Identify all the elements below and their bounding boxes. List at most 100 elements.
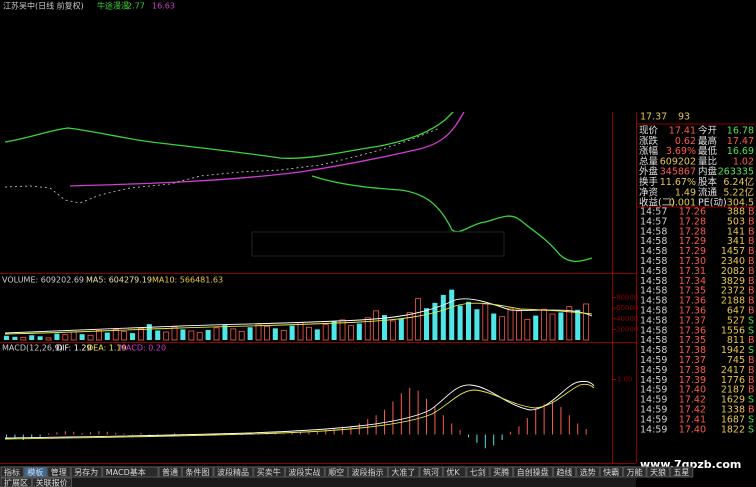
trade-volume: 1687 [721,414,745,425]
tab[interactable] [158,466,182,478]
quote-label: 量比 [698,155,717,167]
tab-label[interactable]: 快霸 [603,467,619,477]
tab-label[interactable]: 自创操盘 [517,467,549,477]
volume-bar [121,331,128,341]
tab-label[interactable]: 优K [446,467,460,477]
tab[interactable] [253,466,285,478]
trade-volume: 1556 [721,325,745,336]
tab-label[interactable]: 七剑 [470,467,486,477]
volume-bar [322,324,329,341]
black-overlay [428,0,756,112]
tab-label[interactable]: 趋线 [556,467,572,477]
quote-value: 304.5 [727,198,754,209]
volume-bar [12,336,18,340]
tab[interactable] [442,466,467,478]
tab-label[interactable]: 管理 [51,467,67,477]
trade-time: 14:57 [640,216,667,227]
tab[interactable] [284,466,325,478]
trade-volume: 527 [727,315,745,326]
tab[interactable] [552,466,577,478]
tab[interactable] [623,466,647,478]
volume-bar [314,329,320,340]
price-lines [4,109,593,263]
tab-label[interactable]: 买卖牛 [257,467,281,477]
quote-value: 3.69% [666,146,696,157]
tab-label[interactable]: 筑河 [423,467,439,477]
tab[interactable] [102,466,159,478]
quote-panel: 17.37 93 现价 17.41 今开 16.78 涨跌 0.62 最高 17.47 涨幅 3.… [639,112,754,209]
trade-time: 14:58 [640,236,667,247]
trade-time: 14:58 [640,276,667,287]
tab[interactable] [0,477,33,487]
tab[interactable] [70,466,103,478]
trade-side: S [748,325,754,336]
tab-label[interactable]: 大准了 [391,467,415,477]
tab-label[interactable]: 波段指示 [352,467,384,477]
volume-bar [583,303,590,341]
trade-volume: 141 [727,226,745,237]
tab-label[interactable]: 天狼 [650,467,666,477]
tab-label[interactable]: 另存为 [74,467,98,477]
volume-bar [389,320,396,341]
y-tick-label: 40000 [616,315,638,323]
indicator-value: 16.63 [152,2,175,11]
tab-label[interactable]: 买腾 [493,467,509,477]
trade-side: B [748,365,755,376]
tab[interactable] [419,466,443,478]
tab[interactable] [23,466,48,478]
quote-label: 内盘 [698,166,718,178]
tab-label[interactable]: 万能 [627,467,643,477]
volume-bar [549,313,556,341]
tab-label[interactable]: 指标 [4,467,20,477]
tab-label[interactable]: 五星 [673,468,689,477]
trade-volume: 1629 [721,395,745,406]
trade-time: 14:58 [640,296,667,307]
trade-volume: 1822 [721,424,745,435]
tab[interactable] [669,466,694,478]
tab[interactable] [646,466,670,478]
volume-bar [289,325,295,340]
trade-side: B [748,335,755,346]
volume-bar [516,310,522,341]
tab[interactable] [599,466,624,478]
trade-side: B [748,276,755,287]
volume-bar [575,309,581,340]
tab-label[interactable]: 波段实战 [288,467,320,477]
tab-label[interactable]: 模板 [27,467,43,477]
volume-bar [398,318,404,340]
trade-time: 14:59 [640,424,667,435]
tab-label[interactable]: 波段精品 [217,467,249,477]
tab-label[interactable]: 扩展区 [4,478,28,487]
volume-bar [424,308,430,340]
tab-label[interactable]: 关联报价 [36,478,68,487]
tab[interactable] [181,466,214,478]
tab[interactable] [47,466,71,478]
trade-price: 17.36 [679,296,706,307]
tab-label[interactable]: MACD基本 [106,467,146,477]
tab[interactable] [32,477,72,487]
volume-bar [280,330,287,341]
trade-side: S [748,315,754,326]
tab[interactable] [387,466,420,478]
tab[interactable] [213,466,254,478]
tab[interactable] [576,466,600,478]
tab[interactable] [489,466,514,478]
trade-price: 17.38 [679,345,706,356]
trade-price: 17.35 [679,286,706,297]
tab[interactable] [324,466,349,478]
tab-label[interactable]: 选势 [580,467,596,477]
tab-label[interactable]: 条件图 [185,467,209,477]
volume-bar [449,289,455,340]
trade-price: 17.28 [679,216,706,227]
volume-bar [137,327,144,341]
trade-price: 17.29 [679,236,706,247]
volume-bar [373,310,380,341]
tab[interactable] [348,466,388,478]
tab-label[interactable]: 普通 [162,467,178,477]
volume-bar [499,316,506,341]
tab-label[interactable]: 顺空 [328,467,344,477]
tab[interactable] [466,466,490,478]
trade-time: 14:58 [640,335,667,346]
tab[interactable] [513,466,553,478]
tab[interactable] [0,466,24,478]
